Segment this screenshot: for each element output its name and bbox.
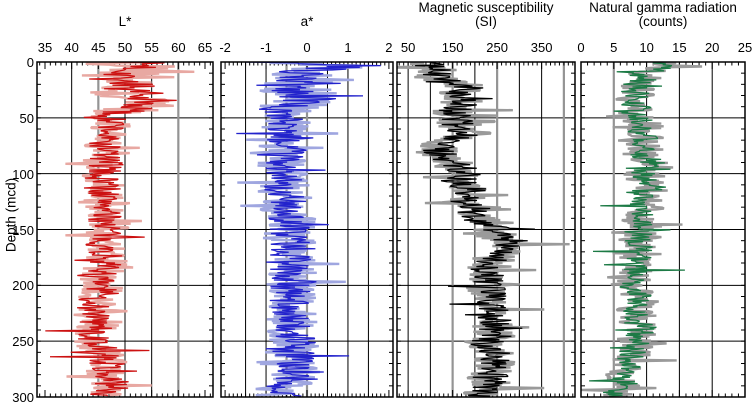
depth-tick-label: 300: [12, 390, 34, 405]
panel-title-ngr-line2: (counts): [638, 14, 688, 29]
panel-frame: [220, 61, 394, 398]
panel-frame: [396, 61, 576, 398]
depth-tick-label: 100: [12, 166, 34, 182]
panel-title-lstar-line2: L*: [118, 14, 132, 29]
panel-title-magsus-line2: (SI): [475, 14, 497, 29]
depth-tick-label: 250: [12, 334, 34, 350]
x-tick-label-a-star: 1: [344, 40, 352, 55]
x-tick-label-a-star: -1: [260, 40, 272, 55]
depth-tick-label: 200: [12, 278, 34, 294]
x-tick-label-natural-gamma: 10: [639, 40, 654, 55]
panel-title-magsus: Magnetic susceptibility (SI): [386, 1, 586, 29]
x-tick-label-lightness: 65: [197, 40, 213, 55]
x-tick-label-magnetic-susceptibility: 350: [530, 40, 553, 55]
x-tick-label-lightness: 50: [117, 40, 133, 55]
depth-tick-label: 50: [19, 110, 34, 126]
x-tick-label-lightness: 35: [37, 40, 53, 55]
x-tick-label-a-star: 0: [303, 40, 311, 55]
x-tick-label-lightness: 55: [144, 40, 159, 55]
series-lightness: [45, 62, 177, 397]
panel-title-ngr-line1: Natural gamma radiation: [589, 0, 737, 15]
x-tick-label-lightness: 45: [91, 40, 106, 55]
depth-tick-label: 0: [26, 55, 34, 70]
x-tick-label-natural-gamma: 5: [610, 40, 618, 55]
x-tick-label-magnetic-susceptibility: 250: [486, 40, 508, 55]
panel-title-lstar: L*: [25, 1, 225, 29]
panel-a-star: [220, 61, 394, 398]
x-tick-label-magnetic-susceptibility: 150: [441, 40, 464, 55]
x-tick-label-lightness: 60: [171, 40, 186, 55]
series-magnetic-susceptibility: [415, 62, 535, 397]
panel-title-ngr: Natural gamma radiation (counts): [563, 1, 753, 29]
panel-title-astar-line1: [207, 1, 407, 15]
panel-natural-gamma: [580, 61, 746, 398]
depth-tick-label: 150: [12, 222, 34, 238]
x-tick-label-natural-gamma: 25: [737, 40, 753, 55]
panel-title-astar: a*: [207, 1, 407, 29]
panel-lightness: [36, 61, 214, 398]
x-tick-label-natural-gamma: 15: [672, 40, 687, 55]
x-tick-label-lightness: 40: [64, 40, 79, 55]
panel-title-lstar-line1: [25, 1, 225, 15]
x-tick-label-a-star: 2: [385, 40, 393, 55]
x-tick-label-natural-gamma: 0: [577, 40, 585, 55]
x-tick-label-a-star: -2: [219, 40, 231, 55]
panel-magnetic-susceptibility: [396, 61, 576, 398]
panel-title-astar-line2: a*: [300, 14, 314, 29]
panel-title-magsus-line1: Magnetic susceptibility: [418, 0, 554, 15]
panel-frame: [36, 61, 214, 398]
x-tick-label-natural-gamma: 20: [704, 40, 720, 55]
series-a-star: [236, 62, 381, 397]
series-natural-gamma: [589, 62, 685, 397]
panel-frame: [580, 61, 746, 398]
x-tick-label-magnetic-susceptibility: 50: [400, 40, 416, 55]
depth-axis-title: Depth (mcd): [3, 177, 19, 253]
